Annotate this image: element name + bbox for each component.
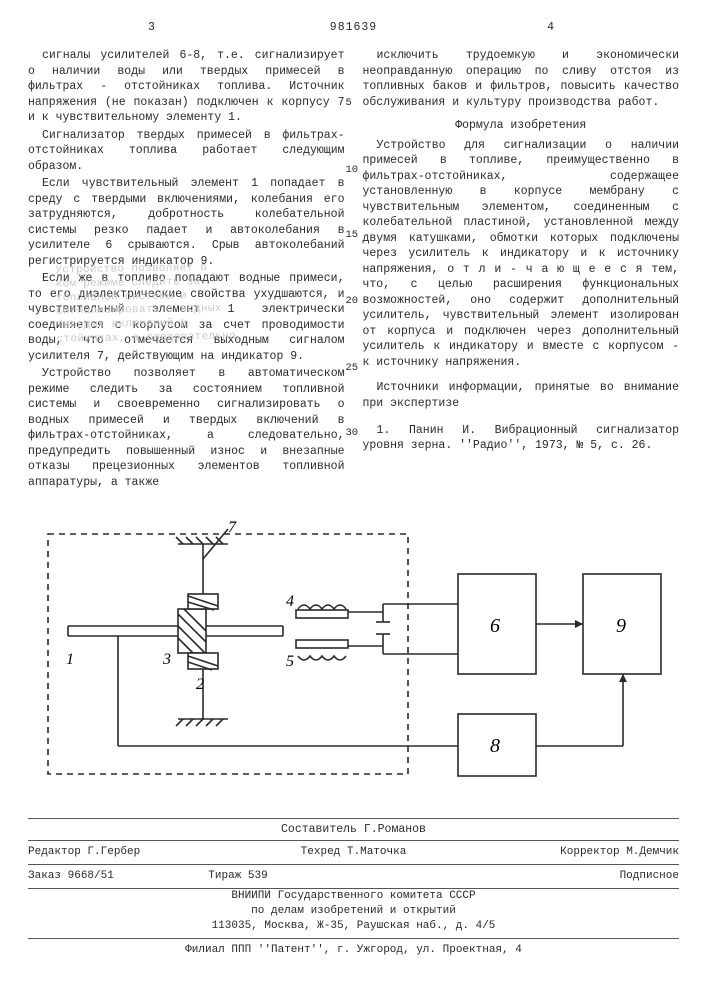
line-number: 10 (346, 163, 359, 177)
publisher-block: ВНИИПИ Государственного комитета СССР по… (28, 889, 679, 939)
figure-label-6: 6 (490, 615, 500, 637)
sources-heading: Источники информации, принятые во вниман… (363, 380, 680, 411)
compiler-line: Составитель Г.Романов (28, 819, 679, 842)
corrector-cell: Корректор М.Демчик (462, 845, 679, 860)
page-header: 3 981639 4 (28, 20, 679, 40)
schematic-svg: 1 2 3 4 5 6 7 8 9 (28, 514, 668, 794)
formula-heading: Формула изобретения (363, 118, 680, 134)
figure-label-3: 3 (162, 651, 171, 668)
source-entry: 1. Панин И. Вибрационный сигнализатор ур… (363, 423, 680, 454)
line-number: 30 (346, 426, 359, 440)
compiler-label: Составитель (281, 823, 357, 836)
paragraph: Устройство позволяет в автоматическом ре… (28, 366, 345, 490)
line-number: 20 (346, 294, 359, 308)
document-number: 981639 (330, 20, 377, 36)
text-columns: 5 10 15 20 25 30 сигналы усилителей 6-8,… (28, 48, 679, 492)
subscription-cell: Подписное (308, 869, 679, 884)
schematic-figure: 1 2 3 4 5 6 7 8 9 (28, 514, 679, 800)
paragraph: Устройство для сигнализации о наличии пр… (363, 138, 680, 371)
paragraph: Если чувствительный элемент 1 попадает в… (28, 176, 345, 269)
compiler-name: Г.Романов (364, 823, 426, 836)
figure-label-8: 8 (490, 735, 500, 757)
paragraph: исключить трудоемкую и экономически неоп… (363, 48, 680, 110)
figure-label-2: 2 (196, 676, 204, 693)
order-cell: Заказ 9668/51 (28, 869, 168, 884)
line-number: 5 (346, 96, 352, 110)
figure-label-1: 1 (66, 651, 74, 668)
figure-label-9: 9 (616, 615, 626, 637)
left-column: сигналы усилителей 6-8, т.е. сигнализиру… (28, 48, 345, 492)
branch-line: Филиал ППП ''Патент'', г. Ужгород, ул. П… (28, 939, 679, 958)
figure-label-5: 5 (286, 653, 294, 670)
page-number-right: 4 (547, 20, 554, 36)
colophon: Составитель Г.Романов Редактор Г.Гербер … (28, 818, 679, 958)
credits-row: Редактор Г.Гербер Техред Т.Маточка Корре… (28, 841, 679, 865)
right-column: исключить трудоемкую и экономически неоп… (363, 48, 680, 492)
order-row: Заказ 9668/51 Тираж 539 Подписное (28, 865, 679, 889)
techred-cell: Техред Т.Маточка (245, 845, 462, 860)
page-number-left: 3 (148, 20, 155, 36)
paragraph: Сигнализатор твердых примесей в фильтрах… (28, 128, 345, 175)
tirazh-cell: Тираж 539 (168, 869, 308, 884)
line-number: 25 (346, 361, 359, 375)
editor-cell: Редактор Г.Гербер (28, 845, 245, 860)
paragraph: сигналы усилителей 6-8, т.е. сигнализиру… (28, 48, 345, 126)
figure-label-7: 7 (228, 519, 237, 536)
line-number: 15 (346, 228, 359, 242)
paragraph: Если же в топливо попадают водные примес… (28, 271, 345, 364)
figure-label-4: 4 (286, 593, 294, 610)
